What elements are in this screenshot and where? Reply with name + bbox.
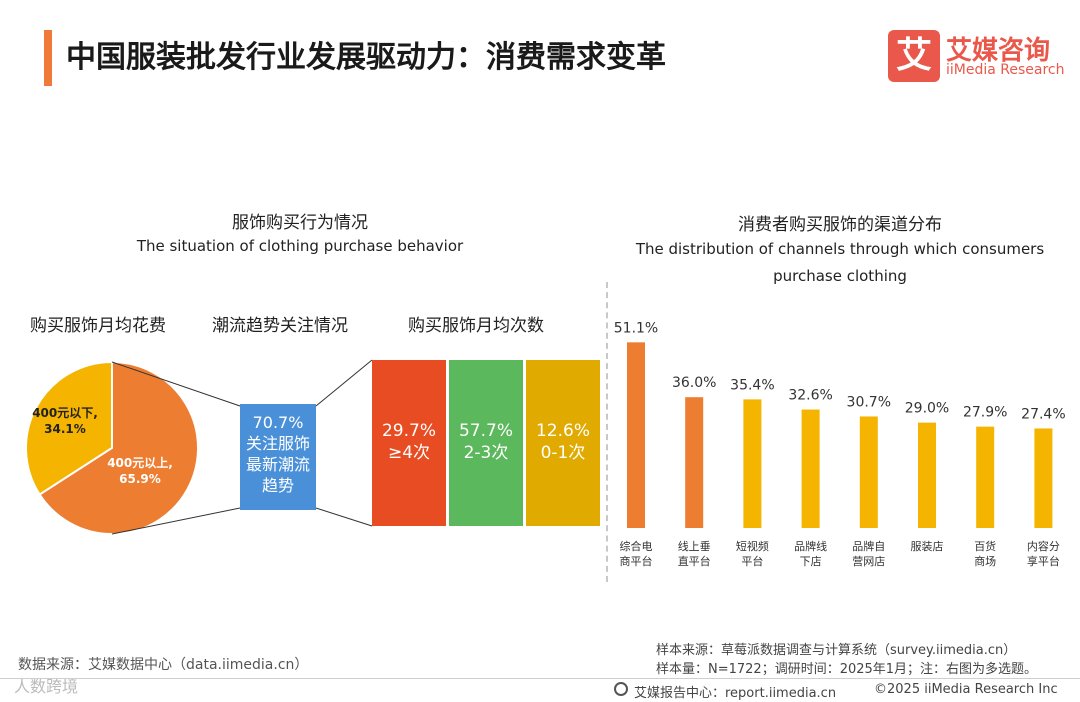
pie-label-below-text: 400元以下, xyxy=(32,406,98,420)
trend-text-3: 趋势 xyxy=(261,476,294,495)
left-section-title-en: The situation of clothing purchase behav… xyxy=(136,237,464,255)
bar-value-label: 27.4% xyxy=(1021,406,1065,422)
category-label: 综合电 xyxy=(620,539,653,553)
trend-text-1: 关注服饰 xyxy=(245,434,310,453)
bar-value-label: 32.6% xyxy=(788,388,832,404)
copyright: ©2025 iiMedia Research Inc xyxy=(874,682,1058,697)
bar-4 xyxy=(859,416,878,528)
category-label: 直平台 xyxy=(678,554,711,568)
data-source-left: 数据来源：艾媒数据中心（data.iimedia.cn） xyxy=(18,657,309,673)
bar-0 xyxy=(627,342,645,528)
category-label: 商平台 xyxy=(620,554,653,568)
category-label: 营网店 xyxy=(852,554,885,568)
right-section-title-en-1: The distribution of channels through whi… xyxy=(635,240,1045,258)
category-label: 平台 xyxy=(741,554,763,568)
bar-2 xyxy=(743,399,762,528)
bar-6 xyxy=(976,426,995,528)
bar-5 xyxy=(918,422,936,528)
freq-heading: 购买服饰月均次数 xyxy=(408,316,544,336)
category-label: 线上垂 xyxy=(678,539,711,553)
connector-line xyxy=(111,361,241,407)
pie-label-above-text: 400元以上, xyxy=(107,456,173,470)
trend-attention-box: 70.7% 关注服饰 最新潮流 趋势 xyxy=(240,404,316,510)
freq-label: ≥4次 xyxy=(387,443,431,463)
logo-text-en: iiMedia Research xyxy=(946,62,1065,78)
bar-value-label: 30.7% xyxy=(847,394,891,410)
title-accent-bar xyxy=(44,30,52,86)
freq-label: 0-1次 xyxy=(540,443,586,463)
connector-line xyxy=(315,507,373,527)
logo-mark: 艾 xyxy=(888,30,940,82)
category-label: 百货 xyxy=(974,539,996,553)
trend-heading: 潮流趋势关注情况 xyxy=(212,316,348,336)
section-divider xyxy=(606,282,608,582)
category-label: 下店 xyxy=(800,554,822,568)
freq-box-4plus: 29.7% ≥4次 xyxy=(372,360,446,526)
report-center: 艾媒报告中心：report.iimedia.cn xyxy=(634,686,837,701)
bar-1 xyxy=(685,397,704,528)
left-section-title-cn: 服饰购买行为情况 xyxy=(232,213,368,233)
category-label: 商场 xyxy=(974,554,996,568)
connector-line xyxy=(111,507,241,535)
freq-pct: 29.7% xyxy=(381,421,436,441)
freq-label: 2-3次 xyxy=(463,443,509,463)
freq-box-2-3: 57.7% 2-3次 xyxy=(449,360,523,526)
watermark: 人数跨境 xyxy=(14,677,79,696)
bar-value-label: 29.0% xyxy=(905,401,949,417)
pie-chart xyxy=(25,359,373,535)
bar-value-label: 27.9% xyxy=(963,405,1007,421)
pie-label-above-value: 65.9% xyxy=(119,472,161,486)
freq-pct: 12.6% xyxy=(535,421,590,441)
right-section-title-en-2: purchase clothing xyxy=(773,267,907,285)
freq-box-0-1: 12.6% 0-1次 xyxy=(526,360,600,526)
pie-label-below-400: 400元以下, 34.1% xyxy=(30,405,100,437)
category-label: 短视频 xyxy=(736,539,769,553)
logo-text-cn: 艾媒咨询 xyxy=(946,36,1051,66)
category-label: 品牌自 xyxy=(852,539,885,553)
bar-3 xyxy=(801,409,820,528)
spend-heading: 购买服饰月均花费 xyxy=(30,316,166,336)
pie-slice-above-400 xyxy=(38,360,199,535)
bar-value-label: 36.0% xyxy=(672,375,716,391)
sample-size: 样本量：N=1722；调研时间：2025年1月；注：右图为多选题。 xyxy=(656,662,1038,677)
footer-divider xyxy=(0,678,1080,679)
category-label: 品牌线 xyxy=(794,539,827,553)
trend-text-2: 最新潮流 xyxy=(245,455,310,474)
bar-7 xyxy=(1034,428,1053,528)
bar-value-label: 51.1% xyxy=(614,320,658,336)
pie-label-below-value: 34.1% xyxy=(44,422,86,436)
category-label: 服装店 xyxy=(911,539,944,553)
freq-pct: 57.7% xyxy=(458,421,513,441)
connector-line xyxy=(315,359,373,407)
category-label: 享平台 xyxy=(1027,554,1060,568)
right-section-title-cn: 消费者购买服饰的渠道分布 xyxy=(738,215,942,235)
sample-source: 样本来源：草莓派数据调查与计算系统（survey.iimedia.cn） xyxy=(656,643,1017,658)
trend-pct: 70.7% xyxy=(252,413,304,432)
page-title: 中国服装批发行业发展驱动力：消费需求变革 xyxy=(66,40,666,75)
pie-label-above-400: 400元以上, 65.9% xyxy=(100,455,180,487)
globe-icon xyxy=(614,682,628,696)
bar-value-label: 35.4% xyxy=(730,377,774,393)
category-label: 内容分 xyxy=(1027,539,1060,553)
